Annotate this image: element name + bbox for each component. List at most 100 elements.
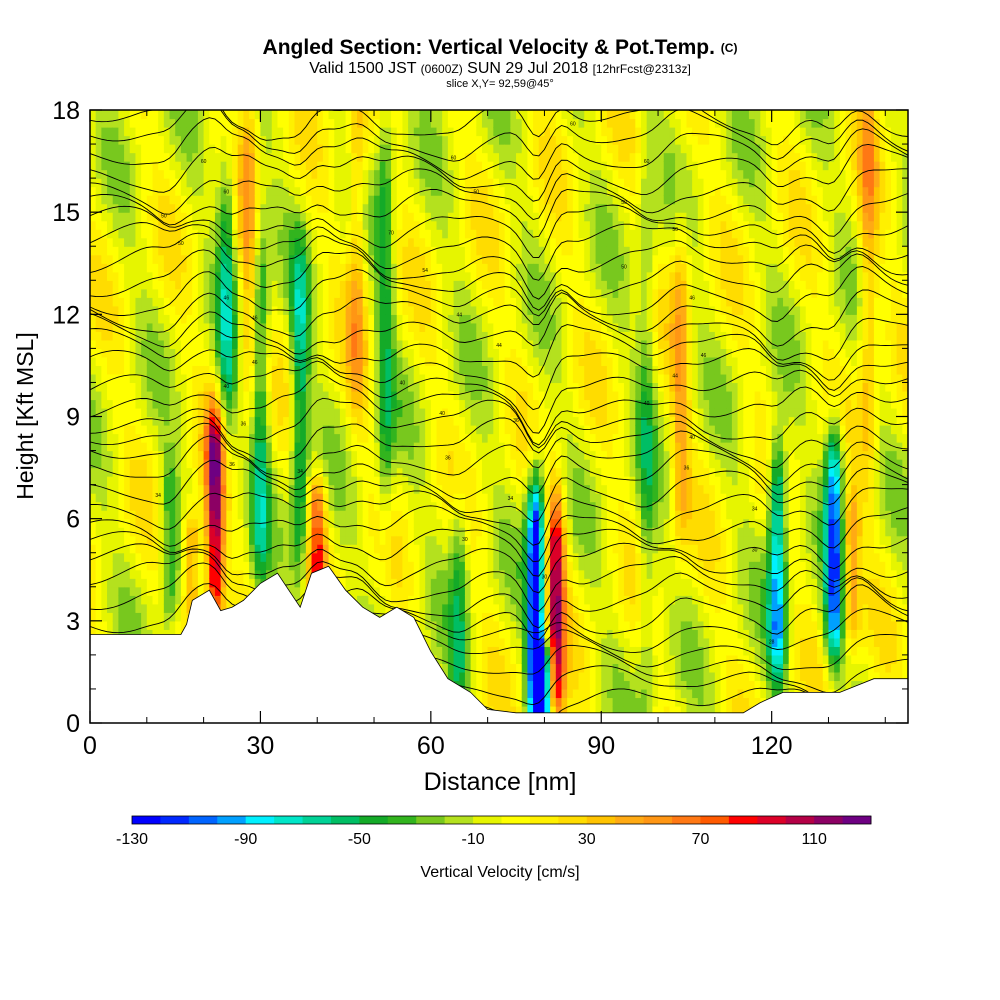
velocity-cell [481,561,489,571]
velocity-cell [95,467,102,477]
velocity-cell [249,246,256,256]
velocity-cell [481,552,489,562]
velocity-cell [379,212,386,222]
velocity-cell [442,229,449,239]
velocity-cell [283,433,290,443]
velocity-cell [237,246,244,256]
velocity-cell [141,399,148,409]
velocity-cell [294,390,301,401]
velocity-cell [436,110,443,120]
velocity-cell [317,203,324,213]
velocity-cell [237,399,244,409]
velocity-cell [351,178,358,188]
velocity-cell [186,348,193,358]
velocity-cell [254,382,262,392]
velocity-cell [391,484,398,494]
velocity-cell [243,552,250,562]
velocity-cell [368,203,375,213]
velocity-cell [226,152,233,162]
velocity-cell [288,527,296,537]
velocity-cell [459,254,466,264]
velocity-cell [260,535,267,545]
velocity-cell [385,484,392,494]
velocity-cell [146,518,154,528]
velocity-cell [430,612,438,622]
velocity-cell [351,416,358,426]
velocity-cell [470,229,477,239]
velocity-cell [476,195,483,205]
velocity-cell [391,331,398,341]
velocity-cell [345,433,352,443]
velocity-cell [464,620,472,630]
velocity-cell [226,178,233,188]
velocity-cell [294,212,301,222]
velocity-cell [322,544,330,554]
velocity-cell [294,442,301,452]
velocity-cell [254,186,262,196]
velocity-cell [95,561,102,571]
velocity-cell [391,373,398,384]
velocity-cell [283,476,290,486]
velocity-cell [322,169,330,179]
velocity-cell [90,305,97,315]
velocity-cell [226,348,233,358]
velocity-cell [447,450,455,460]
velocity-cell [362,569,369,579]
velocity-cell [351,569,358,579]
velocity-cell [260,195,267,205]
velocity-cell [192,518,199,528]
velocity-cell [385,373,392,384]
velocity-cell [135,425,142,435]
velocity-cell [203,459,210,469]
velocity-cell [328,144,335,154]
velocity-cell [368,186,375,196]
velocity-cell [158,169,165,179]
velocity-cell [107,390,114,401]
velocity-cell [260,288,267,298]
velocity-cell [447,186,455,196]
velocity-cell [163,425,171,435]
velocity-cell [305,425,313,435]
velocity-cell [90,416,97,426]
velocity-cell [169,425,176,435]
velocity-cell [141,595,148,605]
velocity-cell [180,527,188,537]
velocity-cell [402,518,409,528]
velocity-cell [374,365,381,375]
velocity-cell [266,186,273,196]
velocity-cell [152,271,159,281]
velocity-cell [197,110,205,120]
velocity-cell [317,493,324,503]
velocity-cell [146,510,154,520]
velocity-cell [305,322,313,332]
velocity-cell [391,348,398,358]
velocity-cell [135,229,142,239]
velocity-cell [419,484,426,494]
velocity-cell [305,144,313,154]
velocity-cell [408,161,415,171]
velocity-cell [271,399,279,409]
velocity-cell [192,425,199,435]
velocity-cell [453,263,460,273]
velocity-cell [447,595,455,605]
velocity-cell [152,467,159,477]
velocity-cell [470,518,477,528]
velocity-cell [317,127,324,137]
velocity-cell [413,135,421,145]
velocity-cell [237,110,244,120]
velocity-cell [402,254,409,264]
velocity-cell [277,280,284,290]
velocity-cell [476,390,483,401]
velocity-cell [129,178,137,188]
velocity-cell [322,373,330,384]
velocity-cell [260,527,267,537]
velocity-cell [237,127,244,137]
velocity-cell [481,688,489,699]
velocity-cell [203,288,210,298]
velocity-cell [374,144,381,154]
velocity-cell [442,390,449,401]
velocity-cell [129,127,137,137]
velocity-cell [209,322,216,332]
velocity-cell [129,305,137,315]
velocity-cell [334,425,341,435]
